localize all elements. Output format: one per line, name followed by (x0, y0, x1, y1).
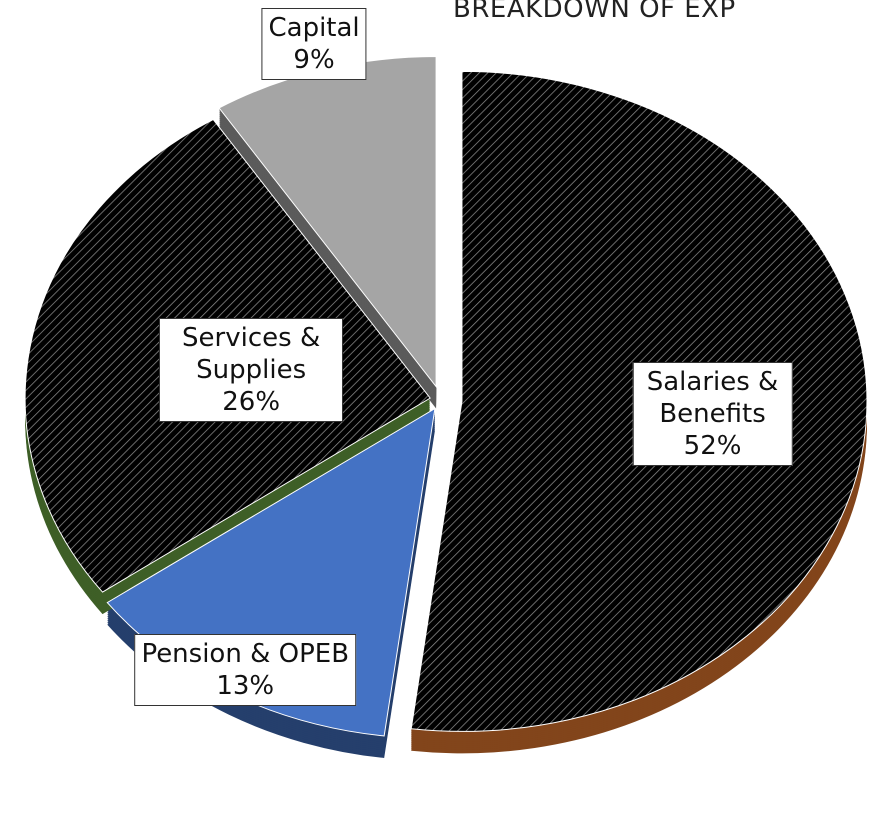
category-name: Services & Supplies (182, 323, 321, 386)
chart-title: BREAKDOWN OF EXP (453, 0, 736, 24)
value-label: 52% (683, 431, 742, 462)
category-name: Pension & OPEB (141, 638, 350, 669)
data-label: Services & Supplies 26% (159, 318, 344, 423)
category-name: Salaries & Benefits (646, 367, 779, 430)
value-label: 13% (216, 670, 275, 701)
data-label: Salaries & Benefits 52% (632, 362, 793, 467)
value-label: 9% (293, 45, 335, 76)
category-name: Capital (268, 13, 360, 44)
data-label: Capital 9% (261, 8, 367, 81)
value-label: 26% (222, 387, 281, 418)
data-label: Pension & OPEB 13% (134, 633, 357, 706)
